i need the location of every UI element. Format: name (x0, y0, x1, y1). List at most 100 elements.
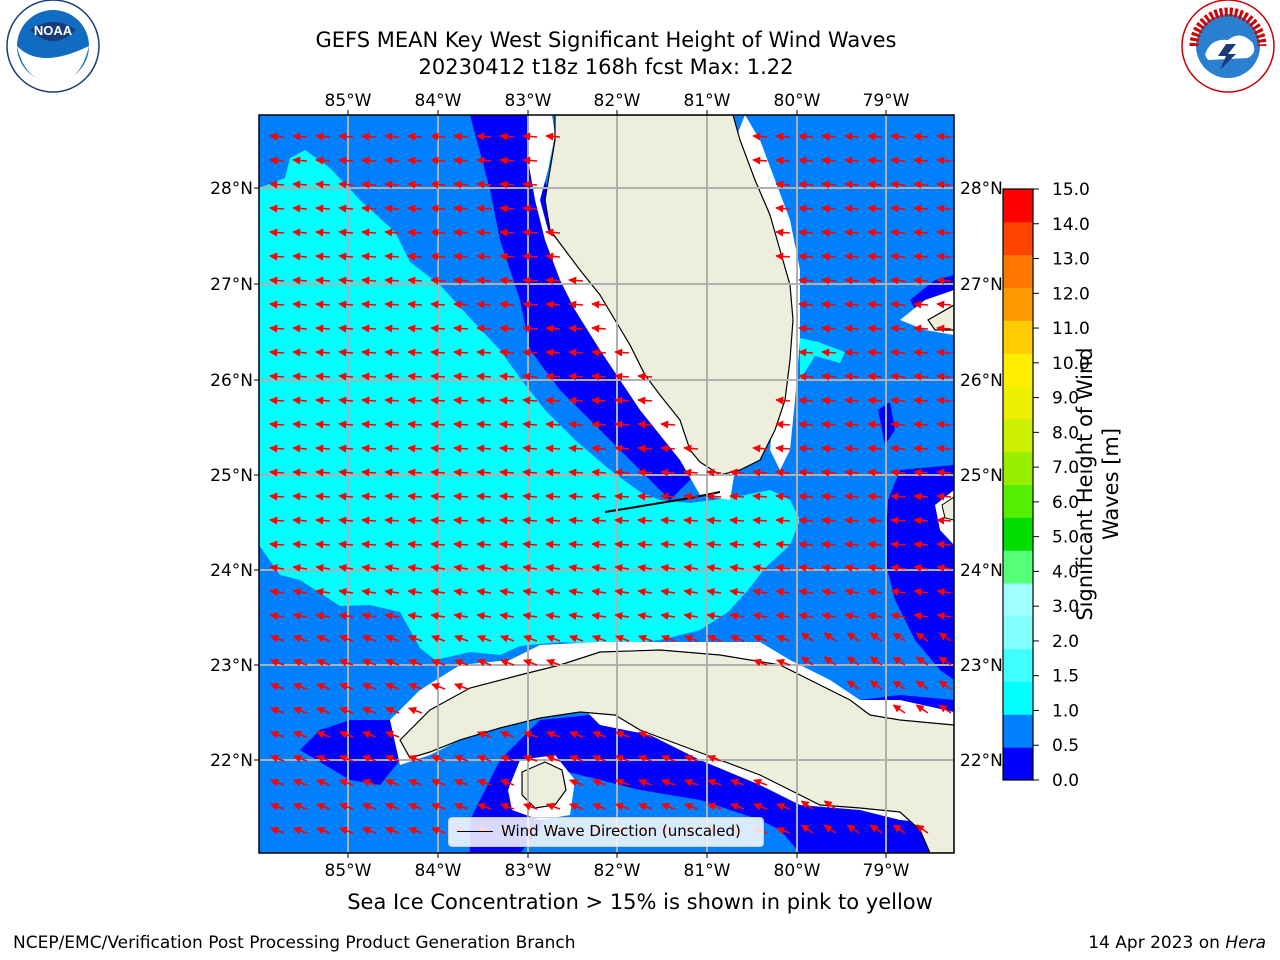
wave-direction-arrow (408, 802, 423, 811)
wave-direction-arrow (729, 612, 745, 620)
wave-direction-arrow (869, 824, 883, 834)
wave-direction-arrow (775, 444, 791, 453)
wave-direction-arrow (821, 396, 837, 405)
wave-direction-arrow (361, 252, 377, 261)
wave-direction-arrow (890, 228, 906, 237)
wave-direction-arrow (385, 658, 400, 667)
wave-direction-arrow (938, 632, 952, 642)
wave-direction-arrow (315, 252, 331, 261)
wave-direction-arrow (292, 564, 308, 572)
lon-label-top: 79°W (863, 91, 910, 111)
wave-direction-arrow (752, 564, 768, 572)
wave-direction-arrow (545, 348, 561, 357)
wave-direction-arrow (844, 180, 860, 189)
wave-direction-arrow (361, 564, 377, 572)
wave-direction-arrow (913, 564, 929, 572)
wave-direction-arrow (821, 540, 837, 549)
wave-direction-arrow (430, 372, 446, 381)
wave-direction-arrow (707, 634, 722, 643)
wave-direction-arrow (293, 706, 308, 715)
wave-direction-arrow (385, 826, 400, 835)
wave-direction-arrow (591, 468, 607, 477)
wave-direction-arrow (453, 372, 469, 381)
wave-direction-arrow (800, 800, 814, 810)
wave-direction-arrow (706, 612, 722, 620)
wave-direction-arrow (684, 634, 699, 643)
wave-direction-arrow (915, 632, 929, 642)
wave-direction-arrow (522, 300, 538, 309)
wave-direction-arrow (798, 276, 814, 285)
wave-direction-arrow (614, 612, 630, 620)
wave-direction-arrow (614, 492, 630, 501)
wave-direction-arrow (407, 396, 423, 405)
wave-direction-arrow (798, 132, 814, 141)
wave-direction-arrow (430, 300, 446, 309)
wave-direction-arrow (915, 656, 929, 666)
wave-direction-arrow (568, 276, 584, 285)
wave-direction-arrow (869, 632, 883, 642)
wave-direction-arrow (316, 826, 331, 835)
wave-direction-arrow (545, 276, 561, 285)
wave-direction-arrow (752, 540, 768, 549)
wave-direction-arrow (430, 588, 446, 596)
wave-direction-arrow (361, 228, 377, 237)
wave-direction-arrow (522, 324, 538, 333)
wave-direction-arrow (270, 730, 285, 739)
wave-direction-arrow (821, 300, 837, 309)
wave-direction-arrow (591, 516, 607, 525)
wave-direction-arrow (592, 802, 607, 811)
wave-direction-arrow (522, 420, 538, 429)
lat-labels-right: 28°N 27°N 26°N 25°N 24°N 23°N 22°N (960, 179, 1003, 771)
wave-direction-arrow (890, 468, 906, 477)
wave-direction-arrow (568, 516, 584, 525)
wave-direction-arrow (867, 540, 883, 549)
wave-direction-arrow (821, 588, 837, 596)
wave-direction-arrow (913, 348, 929, 357)
wave-direction-arrow (637, 492, 653, 501)
wave-direction-arrow (913, 300, 929, 309)
wave-direction-arrow (499, 444, 515, 453)
wave-direction-arrow (269, 396, 285, 405)
wave-direction-arrow (476, 492, 492, 501)
wave-direction-arrow (453, 228, 469, 237)
wave-direction-arrow (844, 468, 860, 477)
colorbar-tick-labels: 0.0 0.5 1.0 1.5 2.0 3.0 4.0 5.0 6.0 7.0 8.0 9.0 10.0… (1052, 180, 1090, 791)
wave-direction-arrow (522, 132, 538, 141)
wave-direction-arrow (362, 754, 377, 763)
wave-direction-arrow (614, 420, 630, 429)
wave-direction-arrow (844, 300, 860, 309)
wave-direction-arrow (361, 204, 377, 213)
wave-direction-arrow (913, 156, 929, 165)
wave-direction-arrow (867, 588, 883, 596)
wave-direction-arrow (430, 132, 446, 141)
wave-direction-arrow (499, 324, 515, 333)
wave-direction-arrow (292, 444, 308, 453)
wave-direction-arrow (476, 372, 492, 381)
wave-direction-arrow (775, 132, 791, 141)
wave-direction-arrow (384, 132, 400, 141)
wave-direction-arrow (775, 588, 791, 596)
wave-direction-arrow (545, 396, 561, 405)
wave-direction-arrow (892, 656, 906, 666)
colorbar-segment (1003, 451, 1033, 485)
wave-direction-arrow (338, 492, 354, 501)
wave-direction-arrow (821, 132, 837, 141)
wave-direction-arrow (339, 730, 354, 739)
wave-direction-arrow (454, 682, 469, 691)
wave-direction-arrow (890, 516, 906, 525)
wave-direction-arrow (936, 132, 952, 141)
wave-direction-arrow (844, 276, 860, 285)
wave-direction-arrow (407, 276, 423, 285)
wave-direction-arrow (269, 372, 285, 381)
colorbar-segment (1003, 386, 1033, 420)
wave-direction-arrow (338, 468, 354, 477)
wave-direction-arrow (523, 754, 538, 763)
wave-direction-arrow (361, 420, 377, 429)
wave-direction-arrow (706, 492, 722, 501)
colorbar-segment (1003, 254, 1033, 288)
wave-direction-arrow (522, 372, 538, 381)
wave-direction-arrow (798, 420, 814, 429)
wave-direction-arrow (867, 300, 883, 309)
wave-direction-arrow (637, 420, 653, 429)
wave-direction-arrow (407, 204, 423, 213)
